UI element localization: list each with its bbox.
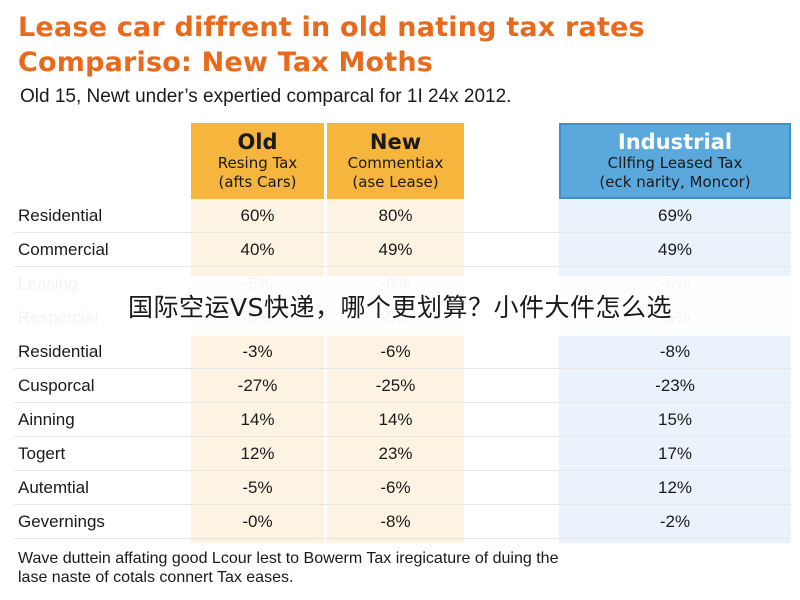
table-cell: -6% xyxy=(380,478,411,497)
column-header-industrial-sub1: Cllfing Leased Tax xyxy=(607,154,743,172)
row-divider xyxy=(14,232,790,233)
table-row: Cusporcal -27% -25% -23% xyxy=(0,369,800,403)
row-label: Commercial xyxy=(18,240,109,259)
row-label: Residential xyxy=(18,206,103,225)
table-row: Ainning 14% 14% 15% xyxy=(0,403,800,437)
table-cell: 49% xyxy=(378,240,413,259)
row-label: Residential xyxy=(18,342,103,361)
table-cell: -3% xyxy=(242,342,273,361)
table-cell: 14% xyxy=(240,410,275,429)
column-header-new-sub1: Commentiax xyxy=(347,154,444,172)
table-cell: 23% xyxy=(378,444,413,463)
table-cell: 15% xyxy=(657,410,693,429)
footnote: Wave duttein affating good Lcour lest to… xyxy=(18,549,788,587)
table-row: Commercial 40% 49% 49% xyxy=(0,233,800,267)
chart-subtitle: Old 15, Newt under’s expertied comparcal… xyxy=(20,86,512,107)
column-header-old-sub2: (afts Cars) xyxy=(218,173,297,191)
table-cell: -8% xyxy=(659,342,691,361)
table-cell: -27% xyxy=(237,376,278,395)
row-label: Ainning xyxy=(18,410,75,429)
table-cell: 12% xyxy=(240,444,275,463)
table-cell: -23% xyxy=(655,376,695,395)
row-label: Gevernings xyxy=(18,512,105,531)
title-line-1: Lease car diffrent in old nating tax rat… xyxy=(18,12,645,43)
table-cell: 12% xyxy=(657,478,693,497)
column-header-industrial-sub2: (eck narity, Moncor) xyxy=(599,173,751,191)
table-cell: -8% xyxy=(380,512,411,531)
table-cell: -5% xyxy=(242,478,273,497)
row-divider xyxy=(14,436,790,437)
table-cell: 69% xyxy=(657,206,693,225)
row-label: Togert xyxy=(18,444,66,463)
row-divider xyxy=(14,266,790,267)
table-row: Residential 60% 80% 69% xyxy=(0,199,800,233)
chart-title: Lease car diffrent in old nating tax rat… xyxy=(18,10,788,80)
row-divider xyxy=(14,368,790,369)
row-label: Cusporcal xyxy=(18,376,95,395)
column-header-old-name: Old xyxy=(237,130,278,154)
row-divider xyxy=(14,402,790,403)
title-line-2: Compariso: New Tax Moths xyxy=(18,47,434,78)
table-row: Gevernings -0% -8% -2% xyxy=(0,505,800,539)
row-divider xyxy=(14,538,790,539)
row-divider xyxy=(14,470,790,471)
table-cell: -6% xyxy=(380,342,411,361)
table-cell: 17% xyxy=(657,444,693,463)
table-cell: -2% xyxy=(659,512,691,531)
column-header-new-sub2: (ase Lease) xyxy=(352,173,439,191)
table-cell: 49% xyxy=(657,240,693,259)
table-row: Autemtial -5% -6% 12% xyxy=(0,471,800,505)
table-row: Residential -3% -6% -8% xyxy=(0,335,800,369)
table-cell: 80% xyxy=(378,206,413,225)
column-header-new: New Commentiax (ase Lease) xyxy=(327,123,464,199)
table-cell: 40% xyxy=(240,240,275,259)
table-cell: 60% xyxy=(240,206,275,225)
column-header-old-sub1: Resing Tax xyxy=(217,154,298,172)
column-header-industrial-name: Industrial xyxy=(617,130,733,154)
column-header-old: Old Resing Tax (afts Cars) xyxy=(191,123,324,199)
row-divider xyxy=(14,504,790,505)
table-cell: 14% xyxy=(378,410,413,429)
table-cell: -0% xyxy=(242,512,273,531)
overlay-banner: 国际空运VS快递，哪个更划算？小件大件怎么选 xyxy=(0,276,800,336)
column-header-new-name: New xyxy=(369,130,422,154)
footnote-line-1: Wave duttein affating good Lcour lest to… xyxy=(18,550,559,567)
table-cell: -25% xyxy=(375,376,416,395)
column-header-industrial: Industrial Cllfing Leased Tax (eck narit… xyxy=(559,123,791,199)
row-label: Autemtial xyxy=(18,478,89,497)
table-row: Togert 12% 23% 17% xyxy=(0,437,800,471)
footnote-line-2: lase naste of cotals connert Tax eases. xyxy=(18,569,294,586)
